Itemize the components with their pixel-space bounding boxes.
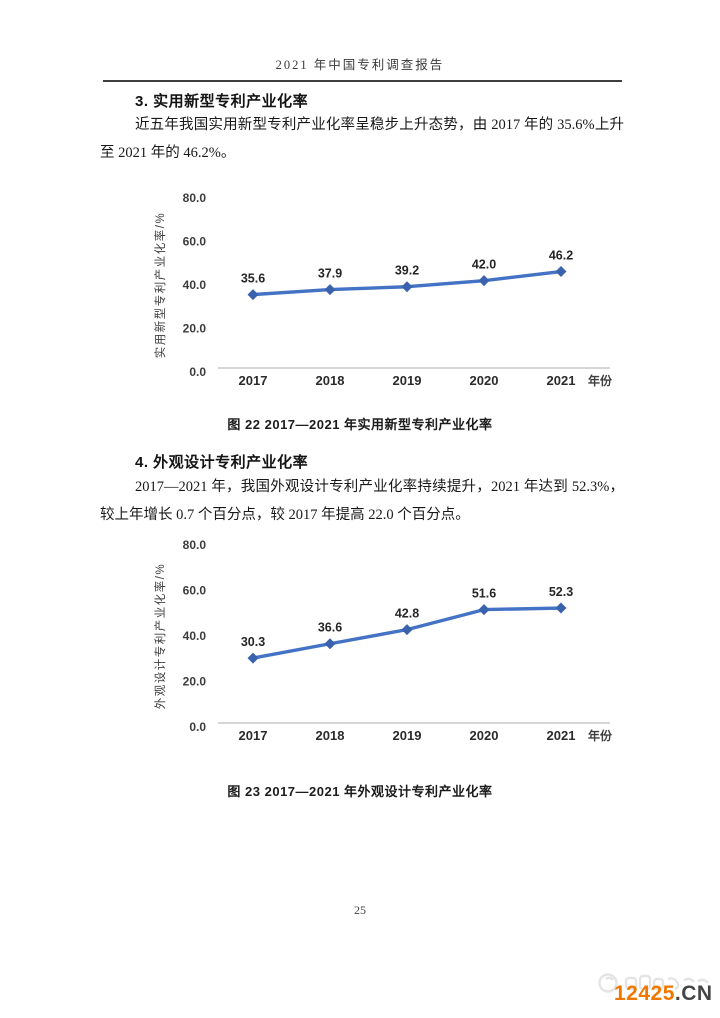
watermark-text-number: 12425 — [614, 982, 675, 1005]
data-point-marker — [478, 275, 490, 287]
watermark-text: 12425.CN — [614, 982, 713, 1006]
data-label: 42.0 — [472, 258, 496, 272]
section-4-heading: 4. 外观设计专利产业化率 — [135, 454, 309, 471]
watermark-logo-faint-icon — [598, 973, 709, 993]
y-tick-label: 20.0 — [183, 322, 207, 336]
y-tick-label: 80.0 — [183, 538, 207, 552]
y-axis-title: 外观设计专利产业化率/% — [153, 563, 167, 709]
data-label: 51.6 — [472, 587, 496, 601]
header-title: 2021 年中国专利调查报告 — [275, 58, 445, 72]
data-point-marker — [555, 602, 567, 614]
y-tick-label: 80.0 — [183, 191, 207, 205]
data-label: 35.6 — [241, 272, 265, 286]
y-tick-label: 40.0 — [183, 629, 207, 643]
data-point-marker — [247, 652, 259, 664]
x-tick-label: 2019 — [393, 728, 422, 743]
watermark-text-domain: .CN — [674, 982, 713, 1005]
data-point-marker — [324, 284, 336, 296]
figure-22-line-chart: 0.0 20.0 40.0 60.0 80.0 实用新型专利产业化率/% 35.6 2017 3… — [153, 191, 613, 388]
y-tick-label: 60.0 — [183, 235, 207, 249]
figure-23-caption: 图 23 2017—2021 年外观设计专利产业化率 — [227, 784, 493, 799]
data-point-marker — [247, 289, 259, 301]
figure-22-caption: 图 22 2017—2021 年实用新型专利产业化率 — [227, 417, 493, 432]
data-point-marker — [401, 624, 413, 636]
data-label: 30.3 — [241, 635, 265, 649]
section-3-paragraph: 近五年我国实用新型专利产业化率呈稳步上升态势，由 2017 年的 35.6%上升… — [100, 117, 624, 161]
x-tick-label: 2017 — [239, 373, 268, 388]
data-point-marker — [324, 638, 336, 650]
x-axis-unit-label: 年份 — [588, 373, 613, 388]
x-axis-unit-label: 年份 — [588, 728, 613, 743]
x-tick-label: 2019 — [393, 373, 422, 388]
header-rule — [103, 80, 622, 82]
data-label: 42.8 — [395, 607, 419, 621]
y-tick-label: 0.0 — [189, 720, 206, 734]
data-label: 52.3 — [549, 585, 573, 599]
data-point-marker — [401, 281, 413, 293]
y-tick-label: 20.0 — [183, 675, 207, 689]
data-label: 46.2 — [549, 249, 573, 263]
data-label: 36.6 — [318, 621, 342, 635]
x-tick-label: 2018 — [316, 373, 345, 388]
y-tick-label: 40.0 — [183, 278, 207, 292]
section-3-heading: 3. 实用新型专利产业化率 — [135, 93, 309, 110]
y-tick-label: 60.0 — [183, 584, 207, 598]
data-point-marker — [555, 266, 567, 278]
x-tick-label: 2021 — [547, 728, 576, 743]
page-number: 25 — [354, 903, 366, 917]
x-tick-label: 2021 — [547, 373, 576, 388]
figure-23-line-chart: 0.0 20.0 40.0 60.0 80.0 外观设计专利产业化率/% 30.3 2017 3… — [153, 538, 613, 743]
data-label: 39.2 — [395, 264, 419, 278]
y-axis-title: 实用新型专利产业化率/% — [153, 212, 167, 358]
x-tick-label: 2020 — [470, 373, 499, 388]
x-tick-label: 2020 — [470, 728, 499, 743]
y-tick-label: 0.0 — [189, 365, 206, 379]
x-tick-label: 2017 — [239, 728, 268, 743]
data-label: 37.9 — [318, 267, 342, 281]
section-4-paragraph: 2017—2021 年，我国外观设计专利产业化率持续提升，2021 年达到 52… — [100, 479, 624, 523]
data-point-marker — [478, 604, 490, 616]
x-tick-label: 2018 — [316, 728, 345, 743]
site-watermark: 12425.CN — [596, 970, 718, 1014]
